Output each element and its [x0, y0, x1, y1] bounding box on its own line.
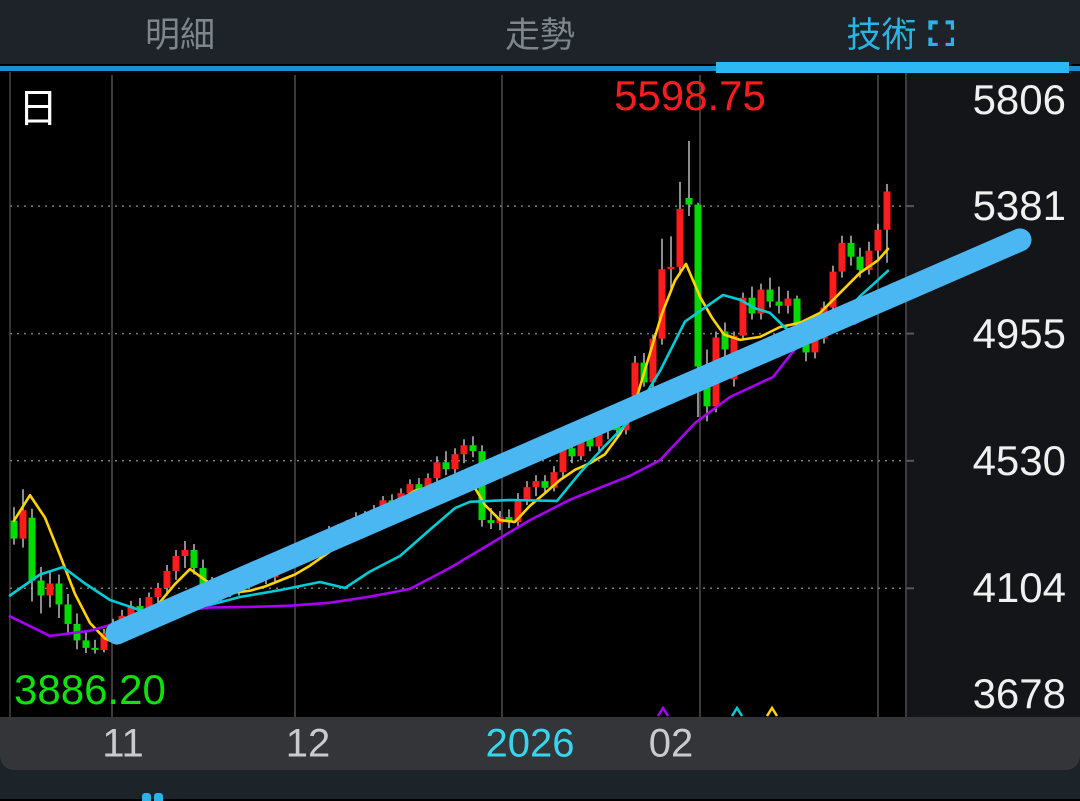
candle-body [775, 301, 783, 306]
candle-body [190, 549, 198, 568]
candle-body [487, 520, 495, 524]
tab-trend[interactable]: 走勢 [360, 0, 720, 64]
candle-body [658, 269, 666, 339]
tab-detail-label: 明細 [144, 15, 215, 55]
candle-body [172, 555, 180, 571]
price-axis-panel [905, 71, 1080, 717]
date-axis-label: 02 [648, 721, 694, 765]
price-axis-label: 5381 [972, 182, 1066, 230]
candle-body [595, 427, 603, 447]
ma-chevron-marker [656, 705, 670, 717]
candle-body [523, 487, 531, 500]
candle-body [181, 549, 189, 556]
candle-body [514, 499, 522, 523]
price-axis-label: 4955 [972, 309, 1066, 357]
candle-body [757, 289, 765, 314]
candle-body [739, 297, 747, 336]
tab-underline-track [0, 66, 1080, 71]
candle-body [136, 605, 144, 612]
candle-body [505, 517, 513, 523]
candle-body [19, 510, 27, 539]
fullscreen-corners-icon[interactable] [927, 19, 954, 46]
price-axis-label: 5806 [972, 76, 1066, 123]
candle-body [91, 647, 99, 650]
candle-body [865, 250, 873, 270]
candle-body [451, 454, 459, 470]
date-axis-label-year: 2026 [485, 721, 575, 765]
tab-bar: 明細 走勢 技術 [0, 0, 1080, 64]
candle-body [577, 438, 585, 457]
period-label: 日 [18, 87, 58, 131]
candle-body [37, 580, 45, 596]
active-tab-underline [716, 62, 1069, 73]
candle-body [721, 331, 729, 350]
candle-body [415, 484, 423, 492]
tab-detail[interactable]: 明細 [0, 0, 360, 64]
candle-body [667, 266, 675, 270]
date-axis-strip[interactable]: 11 12 2026 02 [0, 717, 1080, 770]
plot-left-border [9, 72, 11, 717]
candle-body [82, 640, 90, 648]
tab-technical[interactable]: 技術 [720, 0, 1080, 64]
price-axis-label: 4530 [972, 436, 1066, 484]
candle-body [694, 204, 702, 367]
period-low-label: 3886.20 [14, 666, 166, 713]
drawn-trend-line[interactable] [105, 228, 1032, 645]
candle-body [424, 478, 432, 492]
price-axis-label: 4104 [972, 564, 1066, 612]
candle-body [406, 484, 414, 494]
candle-body [532, 481, 540, 488]
tab-technical-label: 技術 [846, 15, 917, 55]
candle-body [154, 588, 162, 597]
candle-body [100, 632, 108, 650]
candle-body [856, 256, 864, 270]
candle-body [550, 472, 558, 488]
candle-body [676, 208, 684, 267]
candle-body [874, 229, 882, 251]
candle-body [883, 191, 891, 230]
price-axis-label: 3678 [972, 670, 1066, 717]
clipped-bottom-content [142, 793, 151, 801]
candle-body [838, 242, 846, 272]
date-axis-label: 12 [285, 721, 331, 765]
date-axis-label: 11 [102, 721, 144, 765]
candle-body [460, 445, 468, 455]
candle-body [127, 605, 135, 616]
candle-body [568, 448, 576, 457]
candle-body [442, 462, 450, 470]
candle-body [793, 298, 801, 324]
candle-body [28, 517, 36, 581]
tab-trend-label: 走勢 [504, 15, 575, 55]
candle-body [847, 242, 855, 257]
candle-body [784, 298, 792, 306]
clipped-bottom-content [154, 793, 163, 801]
candle-body [811, 338, 819, 353]
ma-chevron-marker [730, 705, 744, 717]
candle-body [145, 596, 153, 612]
candle-body [433, 462, 441, 479]
candle-body [10, 520, 18, 539]
ma-mid-line [8, 269, 890, 615]
candle-body [586, 438, 594, 447]
candle-body [55, 583, 63, 605]
period-high-label: 5598.75 [614, 72, 766, 119]
candle-body [559, 448, 567, 473]
candle-body [631, 362, 639, 413]
candle-body [46, 583, 54, 596]
candle-body [685, 198, 693, 205]
candle-body [541, 481, 549, 488]
ma-chevron-marker [765, 705, 779, 717]
candle-body [163, 570, 171, 589]
candle-body [64, 604, 72, 624]
candle-body [829, 271, 837, 308]
candle-body [766, 289, 774, 302]
candle-body [649, 338, 657, 383]
candle-body [469, 445, 477, 452]
